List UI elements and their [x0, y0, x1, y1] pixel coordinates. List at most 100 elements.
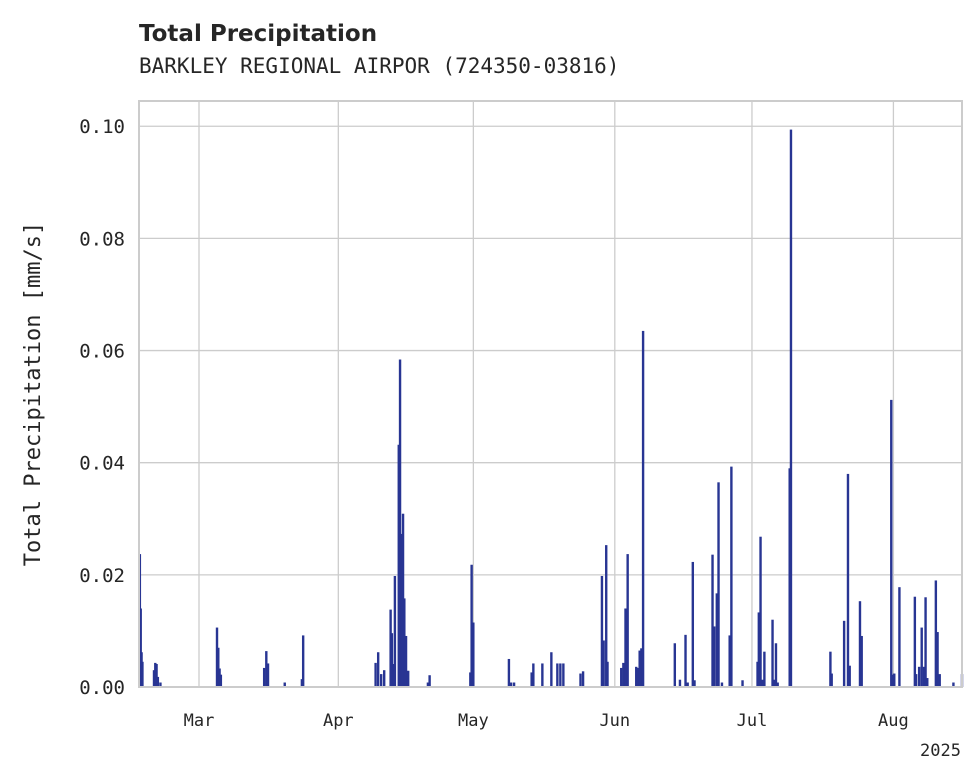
precip-bar — [622, 662, 625, 687]
precip-bar — [860, 635, 863, 687]
precip-bar — [559, 663, 562, 687]
precip-bar — [390, 633, 394, 687]
x-tick-label: Jun — [599, 711, 630, 731]
precip-bar — [472, 622, 475, 687]
x-tick-label: May — [458, 711, 489, 731]
precip-bar — [952, 682, 955, 687]
precip-bar — [581, 671, 585, 687]
precip-bar — [773, 679, 776, 687]
precip-bar — [858, 601, 862, 687]
bar-series — [138, 129, 964, 688]
precip-bar — [936, 632, 939, 687]
precip-bar — [389, 609, 392, 687]
precip-bar — [741, 680, 744, 687]
precip-bar — [938, 674, 941, 687]
precip-bar — [156, 676, 160, 687]
precip-bar — [397, 444, 400, 687]
precip-bar — [602, 640, 605, 687]
precip-bar — [730, 466, 733, 687]
precip-bar — [922, 666, 926, 687]
precip-bar — [713, 626, 716, 687]
precip-bar — [686, 682, 689, 687]
precip-bar — [757, 612, 761, 687]
precip-bar — [556, 663, 559, 687]
precip-bar — [139, 608, 142, 687]
precip-bar — [154, 662, 157, 687]
precip-bar — [392, 664, 395, 687]
precip-bar — [926, 678, 929, 687]
precip-bar — [217, 647, 220, 687]
precip-bar — [512, 682, 516, 687]
precip-bar — [638, 650, 641, 687]
precip-bar — [761, 679, 764, 687]
precip-bar — [691, 561, 695, 687]
precip-bar — [428, 675, 431, 687]
precip-bar — [830, 673, 833, 687]
precip-bar — [605, 545, 608, 687]
precip-bar — [393, 575, 397, 687]
precip-bar — [155, 664, 158, 687]
y-tick-label: 0.06 — [79, 341, 125, 363]
precip-bar — [913, 596, 917, 687]
precip-bar — [219, 674, 223, 687]
precip-bar — [606, 661, 609, 687]
chart-subtitle: BARKLEY REGIONAL AIRPOR (724350-03816) — [139, 54, 619, 78]
precip-bar — [846, 473, 850, 687]
precip-bar — [715, 593, 719, 687]
y-tick-label: 0.08 — [79, 228, 125, 250]
precip-bar — [470, 564, 473, 687]
precip-bar — [891, 674, 894, 687]
precip-bar — [924, 597, 927, 687]
precip-bar — [720, 682, 724, 687]
precip-bar — [379, 674, 383, 687]
precip-bar — [636, 667, 640, 687]
year-label: 2025 — [920, 741, 961, 761]
precip-bar — [376, 652, 380, 687]
precip-bar — [579, 673, 582, 687]
precip-bar — [848, 665, 851, 687]
chart-title: Total Precipitation — [139, 21, 377, 47]
plot-frame — [138, 100, 963, 688]
x-tick-label: Mar — [184, 711, 215, 731]
precip-bar — [763, 651, 766, 687]
precip-bar — [159, 682, 162, 687]
precip-bar — [624, 608, 627, 687]
y-tick-label: 0.02 — [79, 565, 125, 587]
y-tick-label: 0.10 — [79, 116, 125, 138]
precip-bar — [541, 663, 544, 687]
precip-bar — [728, 635, 731, 687]
precip-bar — [262, 667, 266, 687]
precip-bar — [626, 554, 629, 687]
precip-bar — [759, 536, 762, 687]
precip-bar — [934, 580, 938, 687]
precip-bar — [914, 674, 918, 687]
precip-bar — [898, 587, 901, 687]
precip-bar — [917, 666, 921, 687]
precip-bar — [550, 652, 553, 687]
precip-bar — [426, 682, 430, 687]
precip-bar — [776, 682, 779, 687]
precip-bar — [300, 679, 304, 687]
precip-bar — [374, 662, 377, 687]
precip-bar — [562, 663, 565, 687]
precip-bar — [400, 533, 403, 687]
precip-bar — [678, 679, 682, 687]
precip-bar — [717, 482, 720, 687]
precip-bar — [532, 663, 535, 687]
precip-bar — [756, 661, 759, 687]
precip-bar — [152, 670, 156, 687]
precip-bar — [789, 129, 793, 688]
precip-bar — [829, 651, 832, 687]
x-tick-label: Apr — [323, 711, 354, 731]
precip-bar — [406, 670, 410, 687]
precip-bar — [469, 672, 472, 687]
precip-bar — [771, 619, 774, 687]
precip-bar — [711, 554, 714, 687]
y-axis-label: Total Precipitation [mm/s] — [21, 222, 46, 566]
precip-bar — [507, 658, 511, 687]
precip-bar — [774, 643, 778, 687]
precip-bar — [920, 627, 923, 687]
precip-bar — [215, 627, 219, 687]
y-axis-ticks: 0.00 0.02 0.04 0.06 0.08 0.10 — [79, 116, 125, 699]
precip-bar — [641, 330, 645, 687]
